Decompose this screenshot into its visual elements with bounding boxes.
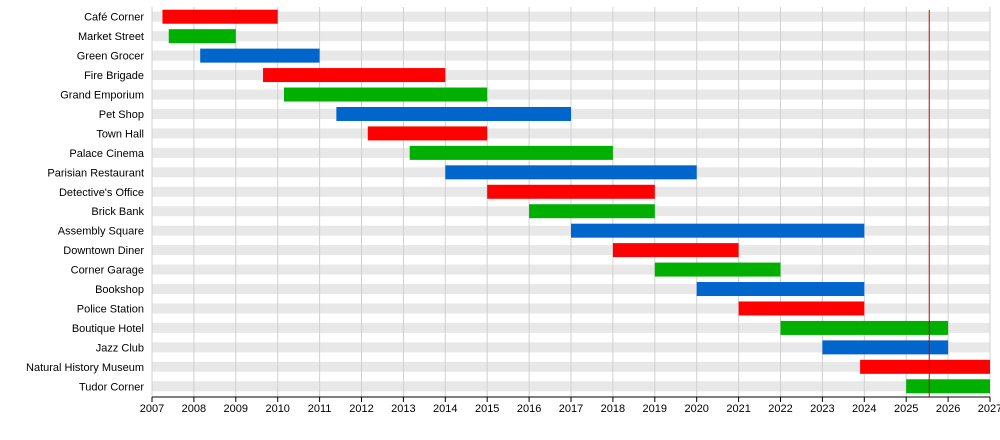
x-tick-label: 2014 xyxy=(433,403,457,415)
row-label: Green Grocer xyxy=(77,51,145,63)
timeline-bar xyxy=(367,126,488,141)
x-tick-label: 2023 xyxy=(810,403,834,415)
x-tick-label: 2013 xyxy=(391,403,415,415)
timeline-bar xyxy=(162,9,278,24)
row-label: Assembly Square xyxy=(58,226,144,238)
row-label: Brick Bank xyxy=(91,206,144,218)
row-label: Market Street xyxy=(78,31,144,43)
timeline-bar xyxy=(529,204,655,219)
timeline-bar xyxy=(822,340,949,355)
timeline-bar xyxy=(445,165,697,180)
row-label: Town Hall xyxy=(96,128,144,140)
timeline-bar xyxy=(780,320,949,335)
x-tick-label: 2024 xyxy=(852,403,876,415)
x-tick-label: 2012 xyxy=(349,403,373,415)
timeline-bar xyxy=(336,106,571,121)
x-tick-label: 2018 xyxy=(601,403,625,415)
x-tick-label: 2020 xyxy=(684,403,708,415)
x-tick-label: 2021 xyxy=(726,403,750,415)
timeline-bar xyxy=(738,301,865,316)
timeline-bar xyxy=(283,87,488,102)
timeline-bar xyxy=(654,262,781,277)
timeline-bar xyxy=(263,68,446,83)
row-label: Grand Emporium xyxy=(60,90,144,102)
x-tick-label: 2022 xyxy=(768,403,792,415)
x-tick-label: 2008 xyxy=(182,403,206,415)
x-tick-label: 2007 xyxy=(140,403,164,415)
x-axis: 2007 2008 2009 2010 2011 2012 2013 2014 2015 2016… xyxy=(140,396,1000,415)
vertical-gridlines xyxy=(151,7,991,397)
row-label: Natural History Museum xyxy=(26,362,144,374)
row-label: Parisian Restaurant xyxy=(47,167,144,179)
x-tick-label: 2017 xyxy=(559,403,583,415)
timeline-bar xyxy=(487,184,655,199)
x-tick-label: 2009 xyxy=(224,403,248,415)
timeline-bars xyxy=(162,9,990,394)
timeline-bar xyxy=(906,379,990,394)
x-tick-label: 2015 xyxy=(475,403,499,415)
timeline-bar xyxy=(571,223,865,238)
x-tick-label: 2025 xyxy=(894,403,918,415)
row-label: Pet Shop xyxy=(99,109,144,121)
row-label: Palace Cinema xyxy=(69,148,144,160)
row-label: Tudor Corner xyxy=(79,381,144,393)
row-label: Corner Garage xyxy=(71,265,144,277)
row-label: Café Corner xyxy=(84,12,144,24)
row-label: Detective's Office xyxy=(59,187,144,199)
x-tick-label: 2026 xyxy=(936,403,960,415)
timeline-bar xyxy=(696,282,865,297)
x-tick-label: 2027 xyxy=(978,403,1000,415)
x-tick-label: 2010 xyxy=(265,403,289,415)
x-tick-label: 2016 xyxy=(517,403,541,415)
x-tick-label: 2011 xyxy=(308,403,332,415)
timeline-bar xyxy=(200,48,320,63)
row-label: Fire Brigade xyxy=(84,70,144,82)
row-labels: Café Corner Market Street Green Grocer Fire… xyxy=(26,12,145,394)
row-label: Police Station xyxy=(77,303,144,315)
row-label: Bookshop xyxy=(95,284,144,296)
x-tick-label: 2019 xyxy=(643,403,667,415)
row-label: Jazz Club xyxy=(96,342,144,354)
timeline-bar xyxy=(409,145,613,160)
timeline-bar xyxy=(168,29,236,44)
row-label: Boutique Hotel xyxy=(72,323,144,335)
timeline-bar xyxy=(612,243,739,258)
timeline-bar xyxy=(860,359,990,374)
row-label: Downtown Diner xyxy=(63,245,144,257)
